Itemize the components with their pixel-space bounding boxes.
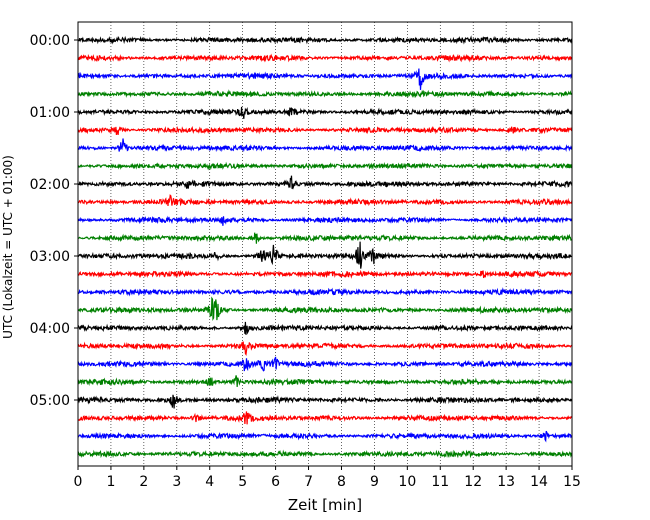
plot-frame (77, 21, 573, 467)
y-tick-label: 03:00 (30, 249, 70, 265)
trace-0215 (77, 194, 573, 207)
x-axis-label: Zeit [min] (288, 496, 362, 514)
x-tick-label: 10 (398, 474, 416, 490)
y-axis-label: UTC (Lokalzeit = UTC + 01:00) (1, 155, 15, 339)
trace-0330 (77, 287, 573, 297)
x-tick-label: 13 (497, 474, 515, 490)
trace-0430 (77, 356, 573, 372)
x-tick-label: 15 (563, 474, 581, 490)
x-tick-label: 11 (431, 474, 449, 490)
trace-0100 (77, 106, 573, 119)
trace-0315 (77, 269, 573, 279)
trace-0345 (78, 296, 573, 321)
y-tick-label: 00:00 (30, 33, 70, 49)
vertical-gridlines (110, 22, 540, 466)
trace-0300 (77, 241, 573, 269)
x-tick-label: 9 (370, 474, 379, 490)
x-axis-ticks: 0 1 2 3 4 5 6 7 8 9 10 11 12 13 14 15 (74, 466, 581, 490)
trace-0545 (77, 449, 573, 459)
x-tick-label: 12 (464, 474, 482, 490)
y-tick-label: 05:00 (30, 393, 70, 409)
trace-0245 (77, 232, 573, 244)
x-tick-label: 5 (238, 474, 247, 490)
x-tick-label: 7 (304, 474, 313, 490)
trace-0115 (77, 125, 573, 135)
trace-0045 (77, 89, 573, 99)
trace-0130 (77, 138, 573, 153)
y-axis-ticks: 00:00 01:00 02:00 03:00 04:00 05:00 (30, 33, 78, 409)
trace-0200 (77, 175, 573, 190)
trace-0415 (77, 341, 573, 357)
x-tick-label: 1 (106, 474, 115, 490)
x-tick-label: 14 (530, 474, 548, 490)
x-tick-label: 0 (74, 474, 83, 490)
trace-0000 (77, 35, 573, 45)
trace-0030 (77, 68, 573, 90)
x-tick-label: 4 (205, 474, 214, 490)
y-tick-label: 02:00 (30, 177, 70, 193)
x-tick-label: 2 (139, 474, 148, 490)
trace-0145 (77, 161, 573, 171)
x-tick-label: 3 (172, 474, 181, 490)
trace-0530 (77, 430, 573, 443)
trace-0230 (77, 215, 573, 226)
y-tick-label: 04:00 (30, 321, 70, 337)
trace-group (77, 35, 573, 459)
trace-0400 (77, 321, 573, 335)
trace-0500 (77, 394, 573, 409)
trace-0015 (77, 53, 573, 63)
y-tick-label: 01:00 (30, 105, 70, 121)
trace-0445 (77, 375, 573, 387)
x-tick-label: 8 (337, 474, 346, 490)
trace-0515 (77, 411, 573, 425)
x-tick-label: 6 (271, 474, 280, 490)
